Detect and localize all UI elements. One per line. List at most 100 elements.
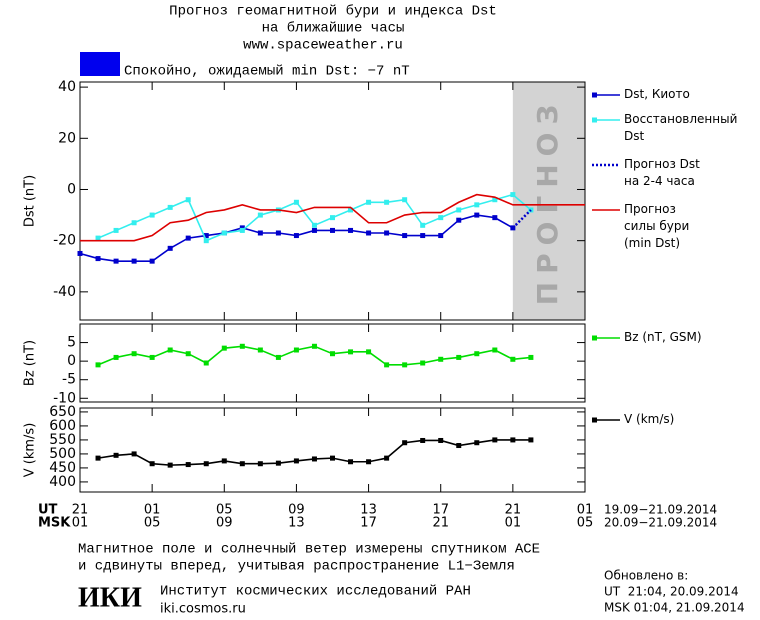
updated-ut: UT 21:04, 20.09.2014	[604, 585, 739, 599]
data-point	[311, 227, 317, 233]
legend-entry: Прогноз силы бури (min Dst)	[624, 202, 690, 250]
data-point	[311, 456, 317, 462]
data-point	[113, 354, 119, 360]
logo: ИКИ	[78, 582, 142, 613]
note: Магнитное поле и солнечный ветер измерен…	[78, 541, 540, 558]
data-point	[275, 460, 281, 466]
status: Спокойно, ожидаемый min Dst: −7 nT	[124, 63, 410, 80]
date-range: 20.09−21.09.2014	[604, 516, 717, 530]
data-point	[167, 245, 173, 251]
data-point	[203, 233, 209, 239]
data-point	[311, 222, 317, 228]
data-point	[366, 349, 372, 355]
data-point	[221, 230, 227, 236]
data-point	[402, 197, 408, 203]
data-point	[366, 459, 372, 465]
y-tick-label: 500	[49, 446, 76, 462]
data-point	[167, 347, 173, 353]
x2-tick-label: 01	[505, 516, 522, 531]
data-point	[95, 256, 101, 262]
panel: ПРОГНОЗ -40 -20 0 20 40 Dst (nT) Dst, Киото Восс…	[23, 79, 738, 321]
note: и сдвинуты вперед, учитывая распростране…	[78, 559, 515, 575]
x2-tick-label: 01	[72, 516, 89, 531]
data-point	[528, 437, 534, 443]
data-point	[77, 250, 83, 256]
plot-frame	[79, 323, 586, 403]
data-point	[203, 360, 209, 366]
y-tick-label: -20	[53, 233, 76, 249]
plot-frame	[79, 407, 586, 493]
data-point	[402, 233, 408, 239]
data-point	[221, 345, 227, 351]
y-tick-label: 550	[49, 432, 76, 448]
legend-swatch	[592, 117, 597, 123]
data-point	[95, 235, 101, 241]
data-point	[438, 437, 444, 443]
data-point	[95, 362, 101, 368]
data-point	[257, 212, 263, 218]
chart-subtitle: на ближайшие часы	[262, 20, 405, 37]
data-point	[456, 354, 462, 360]
x2-tick-label: 05	[577, 516, 594, 531]
legend-entry: Восстановленный Dst	[624, 112, 738, 143]
x2-tick-label: 13	[288, 516, 305, 531]
data-point	[420, 233, 426, 239]
legend-entry: Bz (nT, GSM)	[624, 330, 702, 344]
x-tick-label: 21	[72, 503, 89, 518]
legend-entry: Dst, Киото	[624, 87, 690, 101]
data-point	[203, 238, 209, 244]
data-point	[492, 347, 498, 353]
x2-tick-label: 21	[432, 516, 449, 531]
data-point	[438, 356, 444, 362]
data-point	[185, 197, 191, 203]
status-box	[80, 52, 120, 76]
data-point	[113, 452, 119, 458]
x-tick-label: 01	[144, 503, 161, 518]
data-point	[221, 458, 227, 464]
panel: -10 -5 0 5 Bz (nT) Bz (nT, GSM)	[23, 323, 702, 406]
data-point	[510, 356, 516, 362]
y-tick-label: 5	[67, 335, 76, 351]
legend: Прогноз силы бури (min Dst)	[624, 202, 690, 250]
data-point	[293, 458, 299, 464]
data-point	[420, 437, 426, 443]
legend: Bz (nT, GSM)	[624, 330, 702, 344]
data-point	[330, 215, 335, 221]
data-point	[293, 233, 299, 239]
data-point	[384, 199, 390, 205]
y-tick-label: 0	[67, 353, 76, 369]
data-point	[149, 212, 155, 218]
updated-msk: MSK 01:04, 21.09.2014	[604, 601, 745, 615]
data-point	[384, 362, 390, 368]
data-point	[257, 461, 263, 467]
data-point	[348, 227, 354, 233]
y-tick-label: 600	[49, 418, 76, 434]
site: iki.cosmos.ru	[160, 602, 246, 617]
legend: V (km/s)	[624, 412, 674, 426]
y-tick-label: 20	[58, 130, 76, 146]
y-tick-label: -10	[53, 390, 76, 406]
legend: Прогноз Dst на 2-4 часа	[624, 157, 700, 188]
x-tick-label: 17	[432, 503, 449, 518]
y-tick-label: -5	[62, 372, 76, 388]
data-point	[456, 217, 462, 223]
data-point	[131, 258, 137, 264]
x2-tick-label: 09	[216, 516, 233, 531]
data-point	[492, 437, 498, 443]
data-point	[402, 362, 408, 368]
data-point	[456, 443, 462, 449]
data-point	[384, 455, 390, 461]
data-point	[149, 258, 155, 264]
plot-frame	[79, 81, 586, 321]
updated: Обновлено в:	[604, 569, 688, 583]
data-point	[185, 462, 191, 468]
data-point	[275, 230, 281, 236]
data-point	[384, 230, 390, 236]
data-point	[510, 437, 516, 443]
url: www.spaceweather.ru	[243, 38, 403, 54]
data-point	[257, 347, 263, 353]
data-point	[420, 222, 426, 228]
data-point	[149, 461, 155, 467]
series-line	[80, 193, 585, 242]
